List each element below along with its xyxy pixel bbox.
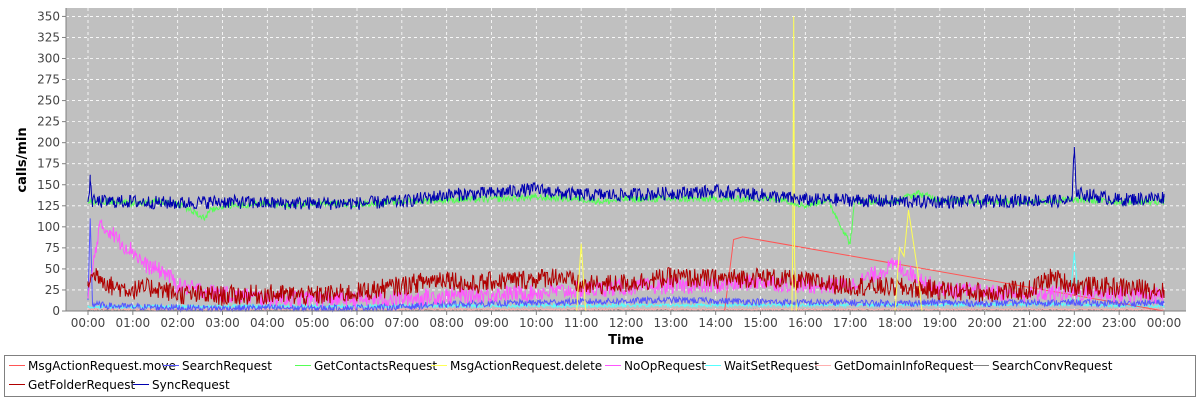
legend-item: SyncRequest — [133, 377, 230, 393]
legend-item: SearchRequest — [163, 358, 272, 374]
legend-swatch — [605, 365, 621, 366]
y-tick-label: 275 — [37, 73, 60, 87]
legend-swatch — [973, 365, 989, 366]
legend-item: GetContactsRequest — [295, 358, 437, 374]
x-tick-label: 05:00 — [295, 316, 330, 330]
series-line-getfolderrequest — [87, 267, 1165, 307]
legend-label: SearchConvRequest — [992, 359, 1113, 373]
x-tick-label: 13:00 — [654, 316, 689, 330]
y-tick-label: 0 — [52, 304, 60, 318]
legend-label: SyncRequest — [152, 378, 230, 392]
axes: 0 25 50 75 100 125 150 175 200 225 250 275 300 325 350… — [37, 8, 1186, 330]
x-tick-label: 20:00 — [967, 316, 1002, 330]
legend-swatch — [163, 365, 179, 366]
y-tick-label: 200 — [37, 136, 60, 150]
x-tick-label: 17:00 — [833, 316, 868, 330]
x-tick-label: 04:00 — [250, 316, 285, 330]
y-tick-label: 250 — [37, 94, 60, 108]
legend-item: MsgActionRequest.delete — [431, 358, 602, 374]
legend-item: MsgActionRequest.move — [9, 358, 176, 374]
y-tick-label: 25 — [45, 283, 60, 297]
x-tick-label: 22:00 — [1057, 316, 1092, 330]
y-tick-label: 175 — [37, 157, 60, 171]
legend-label: GetDomainInfoRequest — [834, 359, 974, 373]
legend-swatch — [9, 384, 25, 385]
x-tick-label: 11:00 — [564, 316, 599, 330]
y-axis-title: calls/min — [15, 127, 30, 192]
x-tick-label: 23:00 — [1102, 316, 1137, 330]
x-tick-label: 03:00 — [205, 316, 240, 330]
legend-label: GetFolderRequest — [28, 378, 136, 392]
series-line-waitsetrequest — [87, 252, 1165, 311]
x-tick-label: 08:00 — [429, 316, 464, 330]
legend-swatch — [815, 365, 831, 366]
x-tick-label: 01:00 — [116, 316, 151, 330]
y-tick-label: 50 — [45, 262, 60, 276]
x-tick-label: 14:00 — [698, 316, 733, 330]
x-axis-title: Time — [608, 333, 644, 348]
y-tick-label: 75 — [45, 241, 60, 255]
y-tick-label: 350 — [37, 9, 60, 23]
gridlines — [66, 8, 1186, 312]
legend-swatch — [9, 365, 25, 366]
legend-label: WaitSetRequest — [724, 359, 819, 373]
x-tick-label: 00:00 — [1147, 316, 1182, 330]
series-line-msgactionrequest-delete — [88, 16, 1164, 312]
x-tick-label: 19:00 — [923, 316, 958, 330]
legend-label: MsgActionRequest.move — [28, 359, 176, 373]
legend-item: SearchConvRequest — [973, 358, 1112, 374]
x-tick-label: 16:00 — [788, 316, 823, 330]
x-tick-label: 12:00 — [609, 316, 644, 330]
legend-swatch — [431, 365, 447, 366]
x-tick-label: 02:00 — [160, 316, 195, 330]
y-tick-label: 225 — [37, 115, 60, 129]
y-tick-label: 300 — [37, 52, 60, 66]
series-line-searchrequest — [87, 218, 1165, 313]
legend-item: WaitSetRequest — [705, 358, 819, 374]
legend-item: NoOpRequest — [605, 358, 706, 374]
x-tick-label: 06:00 — [340, 316, 375, 330]
x-tick-label: 21:00 — [1012, 316, 1047, 330]
y-tick-label: 325 — [37, 30, 60, 44]
y-tick-label: 150 — [37, 178, 60, 192]
legend-item: GetDomainInfoRequest — [815, 358, 973, 374]
x-tick-label: 15:00 — [743, 316, 778, 330]
x-tick-label: 18:00 — [878, 316, 913, 330]
legend-label: SearchRequest — [182, 359, 272, 373]
legend-item: GetFolderRequest — [9, 377, 135, 393]
legend-label: GetContactsRequest — [314, 359, 438, 373]
legend-swatch — [133, 384, 149, 385]
series-line-syncrequest — [87, 146, 1165, 210]
x-tick-label: 00:00 — [71, 316, 106, 330]
x-tick-label: 10:00 — [519, 316, 554, 330]
y-tick-label: 100 — [37, 220, 60, 234]
legend-label: MsgActionRequest.delete — [450, 359, 603, 373]
legend: MsgActionRequest.move SearchRequest GetCon… — [4, 355, 1196, 397]
x-tick-label: 07:00 — [385, 316, 420, 330]
legend-swatch — [295, 365, 311, 366]
legend-swatch — [705, 365, 721, 366]
legend-label: NoOpRequest — [624, 359, 707, 373]
line-chart: 0 25 50 75 100 125 150 175 200 225 250 275 300 325 350… — [15, 8, 1186, 348]
x-tick-label: 09:00 — [474, 316, 509, 330]
y-tick-label: 125 — [37, 199, 60, 213]
